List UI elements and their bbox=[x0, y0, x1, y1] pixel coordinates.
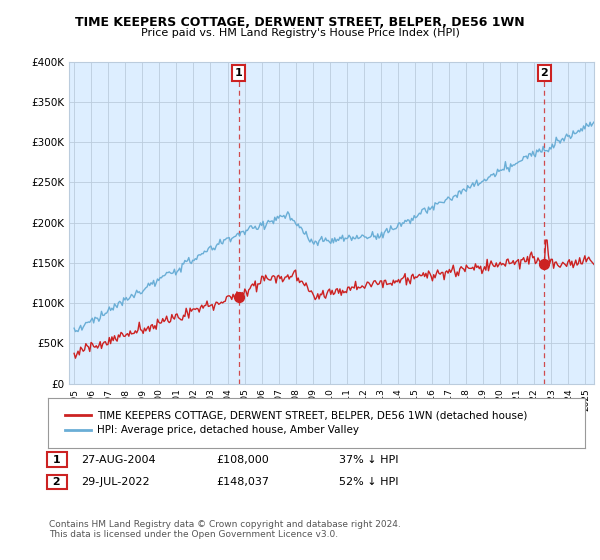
Text: 2: 2 bbox=[541, 68, 548, 78]
Text: Contains HM Land Registry data © Crown copyright and database right 2024.
This d: Contains HM Land Registry data © Crown c… bbox=[49, 520, 401, 539]
Text: £108,000: £108,000 bbox=[216, 455, 269, 465]
Point bbox=[539, 260, 549, 269]
Text: £148,037: £148,037 bbox=[216, 477, 269, 487]
Text: 52% ↓ HPI: 52% ↓ HPI bbox=[339, 477, 398, 487]
Text: 29-JUL-2022: 29-JUL-2022 bbox=[81, 477, 149, 487]
Text: Price paid vs. HM Land Registry's House Price Index (HPI): Price paid vs. HM Land Registry's House … bbox=[140, 28, 460, 38]
Text: TIME KEEPERS COTTAGE, DERWENT STREET, BELPER, DE56 1WN: TIME KEEPERS COTTAGE, DERWENT STREET, BE… bbox=[75, 16, 525, 29]
Text: 2: 2 bbox=[49, 477, 65, 487]
Text: 1: 1 bbox=[49, 455, 65, 465]
Text: 1: 1 bbox=[235, 68, 242, 78]
Legend: TIME KEEPERS COTTAGE, DERWENT STREET, BELPER, DE56 1WN (detached house), HPI: Av: TIME KEEPERS COTTAGE, DERWENT STREET, BE… bbox=[59, 404, 534, 442]
Text: 27-AUG-2004: 27-AUG-2004 bbox=[81, 455, 155, 465]
Point bbox=[234, 292, 244, 301]
Text: 37% ↓ HPI: 37% ↓ HPI bbox=[339, 455, 398, 465]
